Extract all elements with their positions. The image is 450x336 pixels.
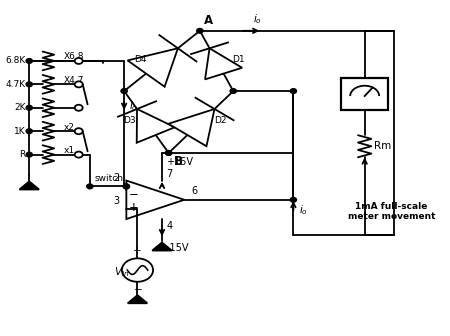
Polygon shape [205, 48, 242, 79]
Circle shape [75, 152, 83, 158]
Circle shape [121, 89, 127, 93]
Text: R: R [19, 150, 26, 159]
Text: x2: x2 [64, 123, 75, 132]
Text: A: A [204, 14, 213, 27]
Circle shape [75, 128, 83, 134]
Text: 6.8K: 6.8K [5, 56, 26, 66]
Text: D3: D3 [123, 116, 135, 125]
Text: X4.7: X4.7 [64, 76, 84, 85]
Text: 6: 6 [191, 186, 197, 197]
Text: $i_o$: $i_o$ [130, 99, 139, 113]
Text: 2K: 2K [14, 103, 26, 112]
Polygon shape [19, 181, 39, 190]
Circle shape [197, 29, 203, 33]
Text: $-$: $-$ [133, 284, 142, 293]
Text: switch: switch [94, 174, 123, 183]
Circle shape [26, 106, 32, 110]
Circle shape [75, 105, 83, 111]
Circle shape [123, 184, 130, 189]
Text: $+$: $+$ [128, 201, 138, 214]
Text: $V_{in}$: $V_{in}$ [114, 265, 130, 279]
Text: meter movement: meter movement [348, 212, 435, 221]
Circle shape [75, 81, 83, 87]
Text: 7: 7 [166, 169, 173, 179]
Text: D4: D4 [134, 55, 146, 64]
Circle shape [166, 151, 172, 155]
Text: 1mA full-scale: 1mA full-scale [355, 202, 428, 211]
Circle shape [26, 82, 32, 87]
Polygon shape [127, 48, 178, 87]
Bar [341, 79, 388, 110]
Polygon shape [128, 295, 147, 303]
Text: 2: 2 [113, 173, 120, 183]
Text: X6.8: X6.8 [64, 52, 85, 61]
Circle shape [75, 58, 83, 64]
Polygon shape [152, 243, 172, 251]
Text: B: B [174, 155, 183, 168]
Polygon shape [168, 109, 215, 146]
Text: $i_o$: $i_o$ [299, 203, 308, 217]
Text: -15V: -15V [166, 243, 189, 253]
Text: +15V: +15V [166, 157, 194, 167]
Text: $-$: $-$ [128, 185, 138, 199]
Circle shape [26, 152, 32, 157]
Text: 1K: 1K [14, 127, 26, 136]
Circle shape [290, 198, 297, 202]
Text: D1: D1 [232, 55, 245, 64]
Text: D2: D2 [214, 116, 227, 125]
Text: Rm: Rm [374, 141, 392, 151]
Circle shape [230, 89, 236, 93]
Text: +: + [133, 246, 142, 256]
Text: 3: 3 [113, 196, 120, 206]
Circle shape [87, 184, 93, 189]
Text: 4.7K: 4.7K [5, 80, 26, 89]
Polygon shape [137, 109, 175, 143]
Text: 4: 4 [166, 221, 172, 231]
Text: $i_o$: $i_o$ [253, 12, 262, 26]
Circle shape [26, 129, 32, 133]
Text: x1: x1 [64, 146, 75, 155]
Circle shape [166, 151, 172, 155]
Circle shape [290, 89, 297, 93]
Circle shape [26, 58, 32, 63]
Circle shape [123, 184, 130, 189]
